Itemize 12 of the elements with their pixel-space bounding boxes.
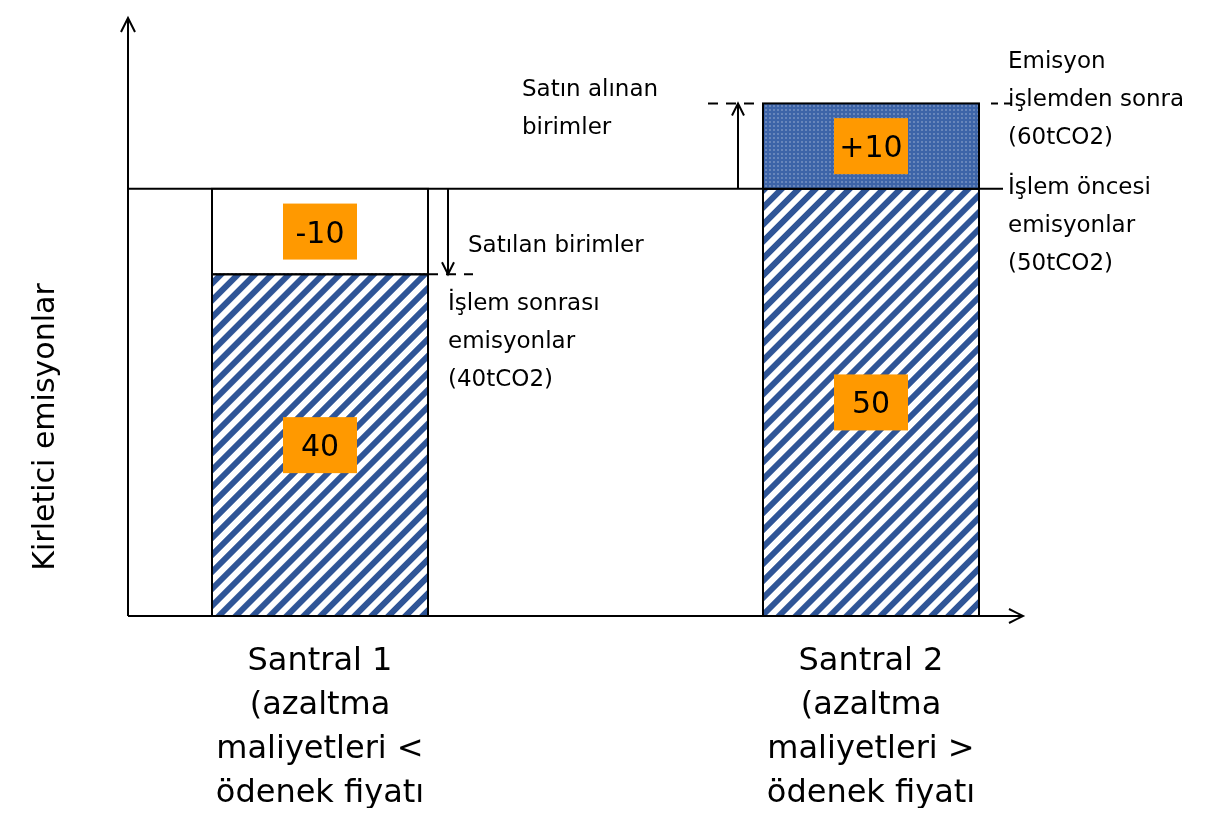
x-tick-label: Santral 2 (azaltma maliyetleri > ödenek fiyatı [766,640,976,810]
data-label: 40 [300,428,340,464]
y-axis-title: Kirletici emisyonlar [26,282,61,571]
data-label: 50 [851,385,891,421]
annotation: -10 [295,214,345,250]
ref-line-label: İşlem öncesi emisyonlar (50tCO2) [1008,171,1151,275]
annotation: İşlem sonrası emisyonlar (40tCO2) [448,288,600,391]
data-label: +10 [839,129,903,165]
annotation: Satın alınan birimler [522,75,659,139]
annotation: Emisyon işlemden sonra (60tCO2) [1008,47,1185,149]
annotation: Satılan birimler [468,231,645,257]
x-tick-label: Santral 1 (azaltma maliyetleri < ödenek fiyatı [215,640,425,810]
